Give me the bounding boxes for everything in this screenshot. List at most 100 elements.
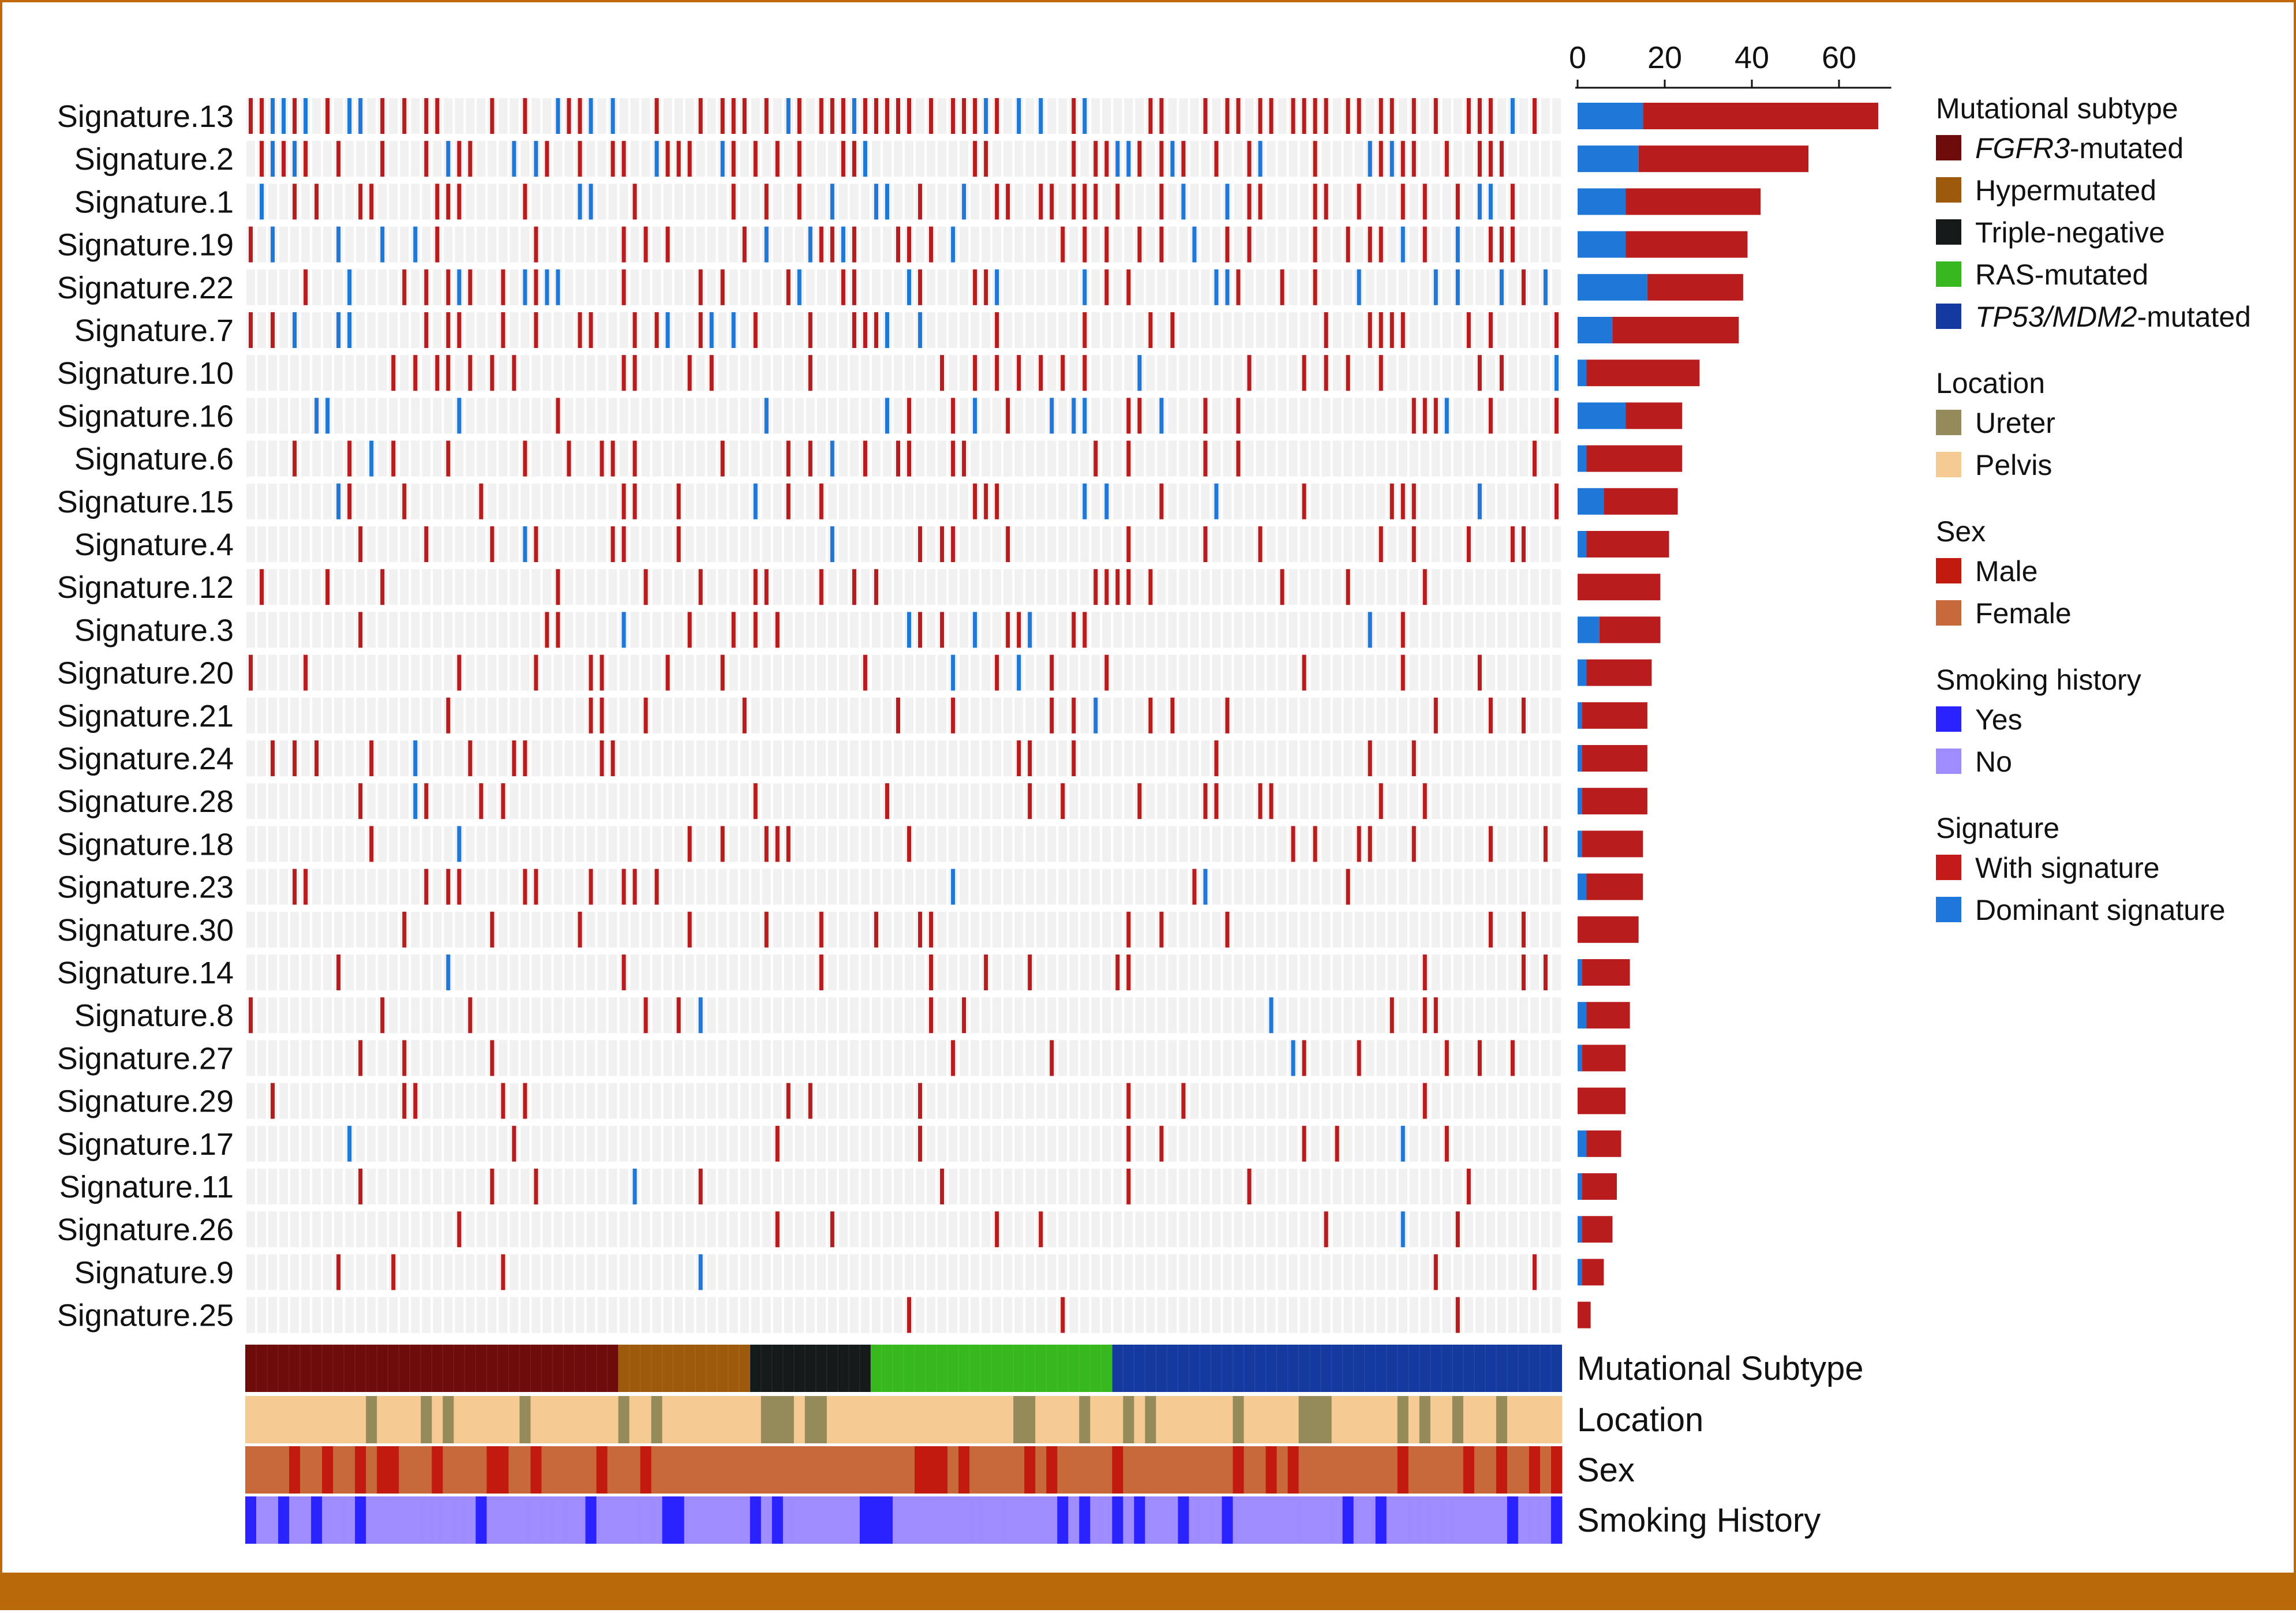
empty-cell	[575, 1040, 585, 1076]
empty-cell	[971, 955, 980, 990]
with-signature-mark	[1389, 312, 1394, 348]
empty-cell	[323, 312, 332, 348]
sex-cell	[366, 1446, 377, 1494]
empty-cell	[992, 869, 1002, 905]
empty-cell	[422, 911, 431, 948]
empty-cell	[871, 1040, 881, 1076]
empty-cell	[466, 697, 475, 733]
smoking-cell	[465, 1496, 476, 1544]
empty-cell	[389, 569, 398, 605]
empty-cell	[784, 697, 793, 733]
empty-cell	[1278, 997, 1287, 1034]
empty-cell	[1091, 226, 1100, 263]
with-signature-mark	[1280, 569, 1284, 605]
empty-cell	[1091, 269, 1100, 305]
empty-cell	[916, 569, 925, 605]
with-signature-mark	[731, 141, 736, 177]
empty-cell	[586, 826, 595, 862]
empty-cell	[1332, 826, 1342, 862]
location-cell	[410, 1396, 421, 1443]
empty-cell	[1223, 398, 1232, 434]
empty-cell	[520, 1297, 530, 1333]
empty-cell	[1442, 355, 1451, 391]
signature-mark-layer	[249, 98, 1559, 1333]
empty-cell	[323, 783, 332, 819]
empty-cell	[477, 226, 486, 263]
empty-cell	[827, 826, 837, 862]
empty-cell	[575, 697, 585, 733]
empty-cell	[916, 826, 925, 862]
empty-cell	[838, 1254, 848, 1290]
empty-cell	[323, 1040, 332, 1076]
empty-cell	[564, 1254, 574, 1290]
empty-cell	[1431, 1169, 1440, 1204]
empty-cell	[1201, 997, 1210, 1034]
empty-cell	[1365, 1040, 1374, 1076]
empty-cell	[356, 226, 365, 263]
empty-cell	[729, 955, 738, 990]
empty-cell	[575, 612, 585, 648]
empty-cell	[1508, 1125, 1517, 1162]
with-signature-mark	[446, 440, 451, 477]
empty-cell	[1464, 269, 1473, 305]
empty-cell	[1365, 355, 1374, 391]
empty-cell	[1310, 1297, 1320, 1333]
dominant-signature-mark	[271, 98, 275, 134]
empty-cell	[1289, 997, 1298, 1034]
empty-cell	[411, 526, 420, 562]
empty-cell	[1212, 526, 1221, 562]
empty-cell	[389, 869, 398, 905]
with-signature-mark	[1258, 184, 1263, 220]
empty-cell	[1190, 1040, 1199, 1076]
empty-cell	[1036, 740, 1046, 776]
empty-cell	[1464, 654, 1473, 691]
with-signature-mark	[775, 612, 780, 648]
empty-cell	[949, 141, 958, 177]
empty-cell	[367, 526, 376, 562]
empty-cell	[531, 955, 541, 990]
grid-background	[245, 96, 1562, 1338]
empty-cell	[1069, 226, 1078, 263]
sex-cell	[1342, 1446, 1354, 1494]
empty-cell	[542, 1254, 552, 1290]
location-cell	[465, 1396, 476, 1443]
empty-cell	[477, 269, 486, 305]
empty-cell	[619, 783, 628, 819]
empty-cell	[1091, 1040, 1100, 1076]
empty-cell	[860, 184, 870, 220]
empty-cell	[641, 312, 650, 348]
empty-cell	[849, 1254, 859, 1290]
empty-cell	[520, 312, 530, 348]
empty-cell	[367, 226, 376, 263]
legend-title: Signature	[1936, 812, 2059, 844]
empty-cell	[1025, 184, 1035, 220]
dominant-signature-mark	[556, 269, 560, 305]
empty-cell	[575, 355, 585, 391]
empty-cell	[1091, 612, 1100, 648]
empty-cell	[1135, 1297, 1144, 1333]
empty-cell	[564, 526, 574, 562]
sex-cell	[300, 1446, 312, 1494]
empty-cell	[1047, 141, 1057, 177]
empty-cell	[323, 612, 332, 648]
with-signature-mark	[1335, 1125, 1339, 1162]
empty-cell	[455, 355, 464, 391]
with-signature-mark	[995, 98, 999, 134]
empty-cell	[1278, 184, 1287, 220]
empty-cell	[444, 1169, 453, 1204]
empty-cell	[608, 1297, 617, 1333]
bar-dominant-segment	[1578, 959, 1582, 986]
empty-cell	[1168, 184, 1177, 220]
empty-cell	[1464, 440, 1473, 477]
empty-cell	[1442, 955, 1451, 990]
with-signature-mark	[402, 1083, 407, 1119]
dominant-signature-mark	[336, 483, 341, 519]
dominant-signature-mark	[1499, 269, 1504, 305]
subtype-segment	[1112, 1345, 1562, 1392]
bar-dominant-segment	[1578, 659, 1587, 686]
empty-cell	[1201, 569, 1210, 605]
sex-cell	[267, 1446, 279, 1494]
empty-cell	[1179, 569, 1188, 605]
empty-cell	[1278, 526, 1287, 562]
empty-cell	[1036, 1297, 1046, 1333]
